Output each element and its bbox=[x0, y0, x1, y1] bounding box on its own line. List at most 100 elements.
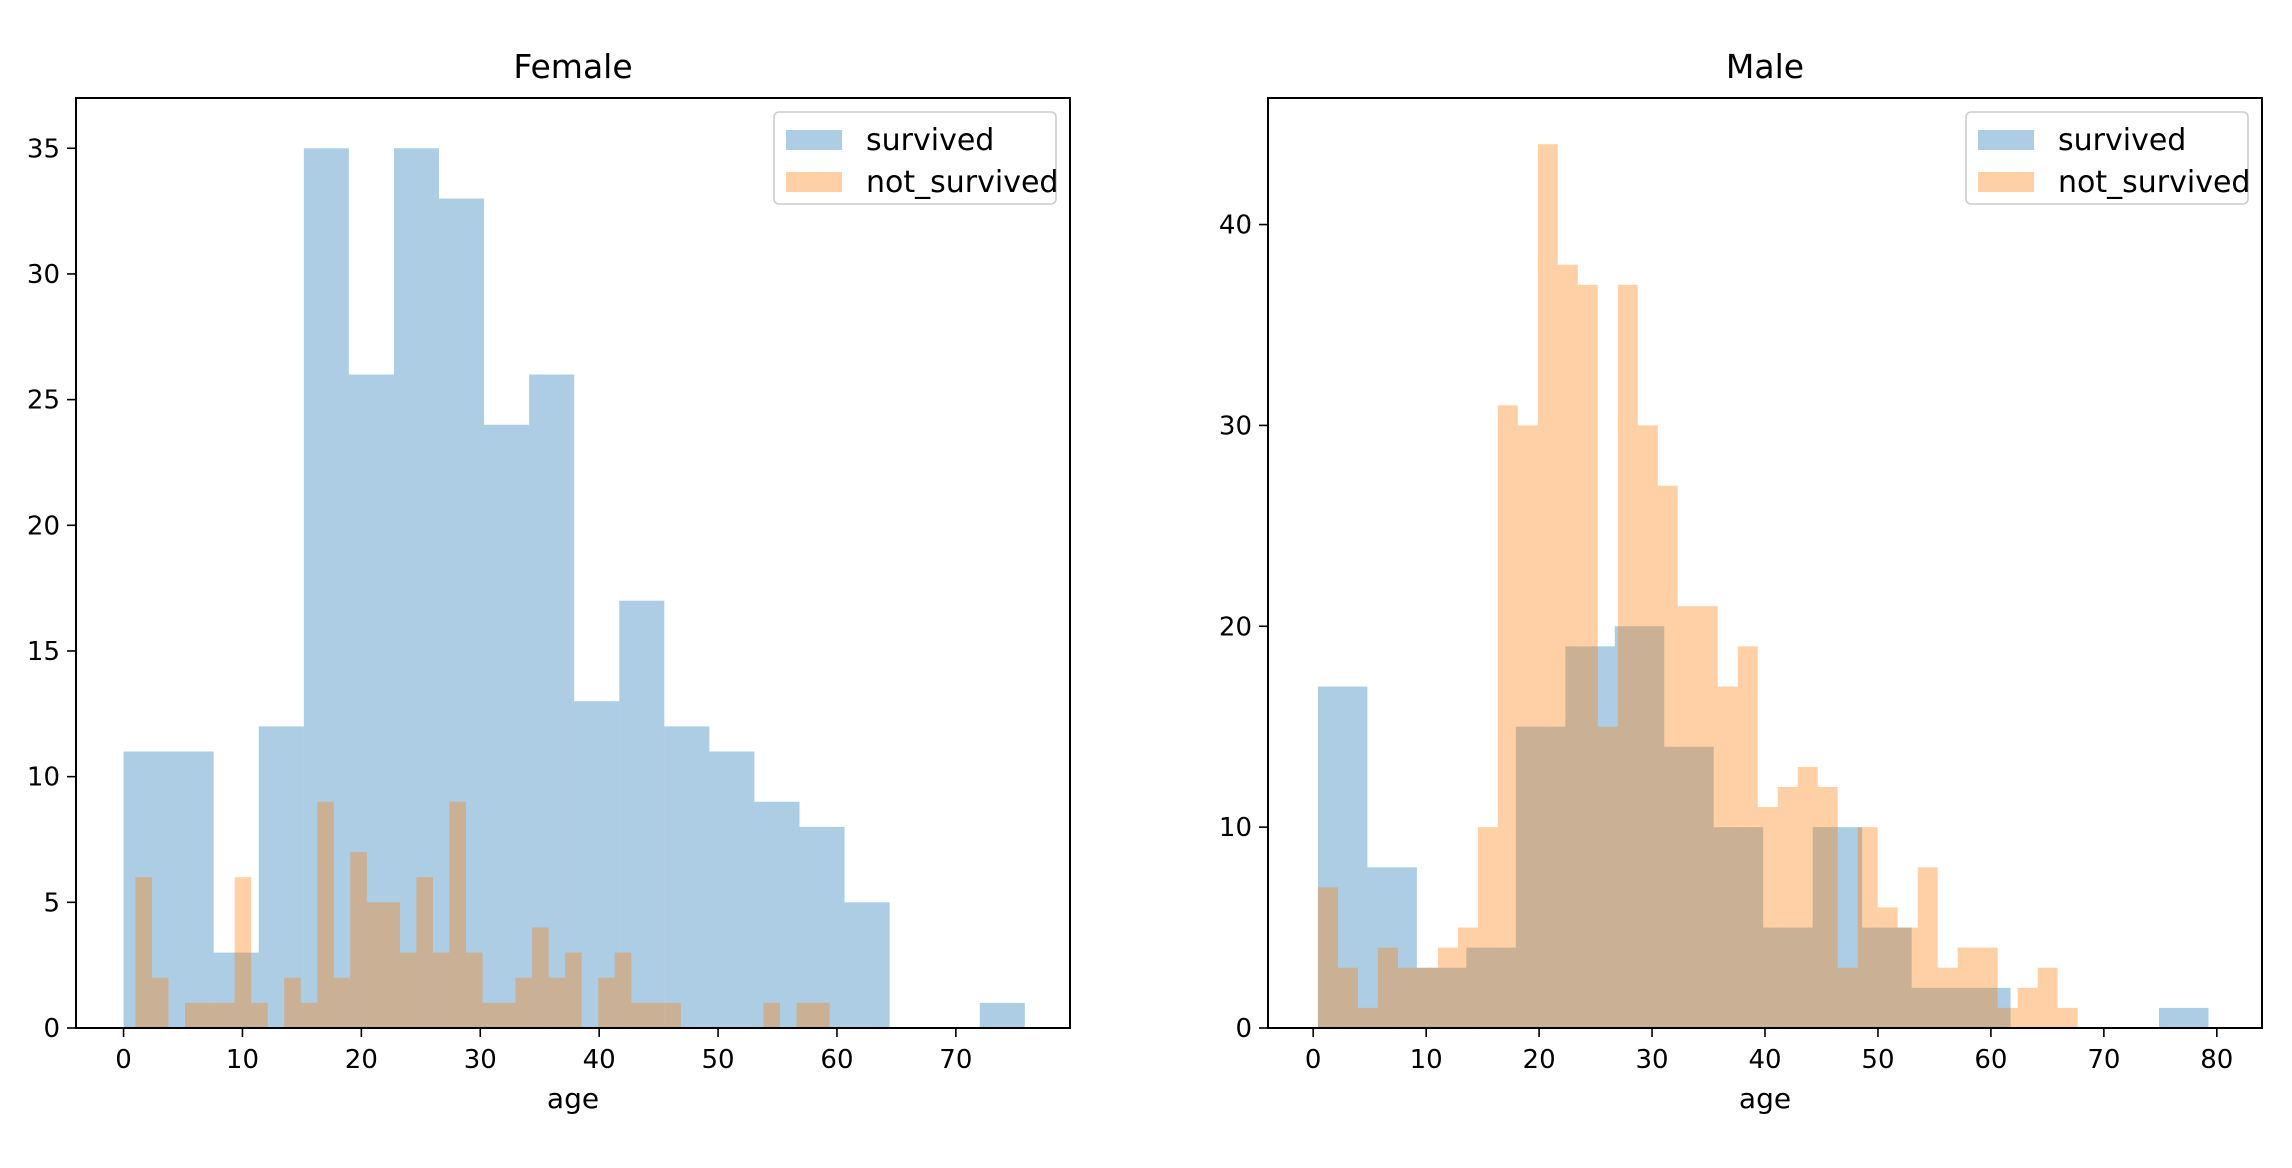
male-y-tick-label: 30 bbox=[1219, 411, 1252, 441]
male-not_survived-bar bbox=[1397, 967, 1418, 1028]
female-legend: survived not_survived bbox=[773, 111, 1058, 205]
female-survived-bar bbox=[619, 600, 665, 1028]
female-not_survived-bar bbox=[251, 1002, 268, 1028]
male-survived-bar bbox=[1317, 686, 1368, 1028]
female-survived-bar bbox=[258, 726, 304, 1028]
male-not_survived-bar bbox=[1857, 827, 1878, 1028]
male-not_survived-bar bbox=[1417, 967, 1438, 1028]
male-panel: 0 10 20 30 40 50 60 70 80 0 10 20 30 40 Male age survive… bbox=[1219, 47, 2263, 1115]
female-not_survived-bar bbox=[532, 927, 549, 1028]
male-legend-swatch-not_survived bbox=[1978, 172, 2034, 192]
male-legend-label-not_survived: not_survived bbox=[2058, 165, 2250, 200]
male-not_survived-bar bbox=[1317, 887, 1338, 1028]
male-not_survived-bar bbox=[1337, 967, 1358, 1028]
male-legend-box bbox=[1965, 111, 2249, 205]
male-not_survived-bar bbox=[1937, 967, 1958, 1028]
male-survived-bar bbox=[1367, 867, 1417, 1028]
female-not_survived-bar bbox=[449, 801, 466, 1028]
male-not_survived-bar bbox=[1577, 284, 1598, 1028]
male-x-tick-label: 70 bbox=[2087, 1045, 2120, 1075]
female-not_survived-bar bbox=[151, 977, 169, 1028]
male-series-survived bbox=[1317, 626, 2209, 1028]
male-not_survived-bar bbox=[1777, 786, 1798, 1028]
male-not_survived-bar bbox=[1457, 927, 1478, 1028]
male-y-tick-label: 0 bbox=[1235, 1014, 1252, 1044]
female-not_survived-bar bbox=[548, 977, 566, 1028]
female-survived-bar bbox=[348, 374, 394, 1028]
male-not_survived-bar bbox=[1957, 947, 1978, 1028]
female-x-tick-label: 60 bbox=[820, 1045, 853, 1075]
male-not_survived-bar bbox=[1497, 405, 1518, 1028]
male-not_survived-bar bbox=[1837, 967, 1858, 1028]
female-survived-bar bbox=[529, 374, 575, 1028]
male-not_survived-bar bbox=[1917, 867, 1938, 1028]
female-y-tick-label: 0 bbox=[43, 1014, 60, 1044]
female-legend-label-not_survived: not_survived bbox=[866, 165, 1058, 200]
female-survived-bar bbox=[393, 148, 439, 1028]
male-survived-bar bbox=[1515, 726, 1566, 1028]
female-y-tick-label: 20 bbox=[27, 511, 60, 541]
female-series-not_survived bbox=[135, 801, 830, 1028]
female-survived-bar bbox=[754, 801, 800, 1028]
female-x-tick-label: 10 bbox=[226, 1045, 259, 1075]
male-x-tick-label: 30 bbox=[1635, 1045, 1668, 1075]
male-x-tick-label: 80 bbox=[2200, 1045, 2233, 1075]
male-survived-bar bbox=[1664, 746, 1714, 1028]
male-not_survived-bar bbox=[1697, 606, 1718, 1028]
male-not_survived-bar bbox=[1557, 264, 1578, 1029]
female-not_survived-bar bbox=[383, 902, 400, 1028]
male-survived-bar bbox=[1911, 987, 1962, 1028]
male-not_survived-bar bbox=[1357, 1007, 1378, 1028]
female-not_survived-bar bbox=[135, 877, 152, 1028]
female-not_survived-bar bbox=[664, 1002, 681, 1028]
male-survived-bar bbox=[1812, 827, 1863, 1028]
female-not_survived-bar bbox=[234, 877, 252, 1028]
male-not_survived-bar bbox=[1737, 646, 1758, 1028]
male-not_survived-bar bbox=[1657, 485, 1678, 1028]
male-not_survived-bar bbox=[1637, 425, 1658, 1028]
male-y-tick-label: 10 bbox=[1219, 813, 1252, 843]
female-x-tick-label: 50 bbox=[702, 1045, 735, 1075]
female-survived-bar bbox=[844, 902, 890, 1028]
male-chart-title: Male bbox=[1726, 47, 1804, 86]
female-not_survived-bar bbox=[284, 977, 301, 1028]
male-x-axis-label: age bbox=[1739, 1082, 1791, 1115]
male-not_survived-bar bbox=[1617, 284, 1638, 1028]
female-not_survived-bar bbox=[465, 952, 483, 1028]
female-series-survived bbox=[123, 148, 1025, 1029]
male-survived-bar bbox=[1416, 967, 1467, 1028]
female-y-tick-label: 25 bbox=[27, 386, 60, 416]
female-not_survived-bar bbox=[218, 1002, 235, 1028]
male-not_survived-bar bbox=[1717, 686, 1738, 1028]
female-not_survived-bar bbox=[813, 1002, 830, 1028]
female-y-tick-label: 10 bbox=[27, 763, 60, 793]
female-not_survived-bar bbox=[350, 852, 367, 1028]
female-legend-label-survived: survived bbox=[866, 123, 994, 158]
male-survived-bar bbox=[1713, 827, 1764, 1028]
female-not_survived-bar bbox=[333, 977, 351, 1028]
female-y-tick-label: 15 bbox=[27, 637, 60, 667]
female-survived-bar bbox=[303, 148, 349, 1028]
female-axes-frame bbox=[75, 97, 1071, 1029]
male-x-tick-label: 50 bbox=[1861, 1045, 1894, 1075]
male-not_survived-bar bbox=[1997, 1007, 2018, 1028]
female-not_survived-bar bbox=[499, 1002, 516, 1028]
male-y-tick-label: 20 bbox=[1219, 612, 1252, 642]
male-not_survived-bar bbox=[1477, 827, 1498, 1028]
female-survived-bar bbox=[439, 198, 485, 1029]
female-not_survived-bar bbox=[763, 1002, 781, 1028]
female-not_survived-bar bbox=[201, 1002, 219, 1028]
female-not_survived-bar bbox=[614, 952, 632, 1028]
female-not_survived-bar bbox=[399, 952, 417, 1028]
male-not_survived-bar bbox=[1377, 947, 1398, 1028]
female-survived-bar bbox=[664, 726, 710, 1028]
female-not_survived-bar bbox=[647, 1002, 665, 1028]
female-legend-box bbox=[773, 111, 1057, 205]
female-x-tick-label: 20 bbox=[345, 1045, 378, 1075]
female-legend-swatch-not_survived bbox=[786, 172, 842, 192]
male-series-not_survived bbox=[1317, 144, 2078, 1029]
male-x-tick-label: 20 bbox=[1523, 1045, 1556, 1075]
male-not_survived-bar bbox=[1817, 786, 1838, 1028]
female-not_survived-bar bbox=[432, 952, 450, 1028]
male-legend-swatch-survived bbox=[1978, 130, 2034, 150]
